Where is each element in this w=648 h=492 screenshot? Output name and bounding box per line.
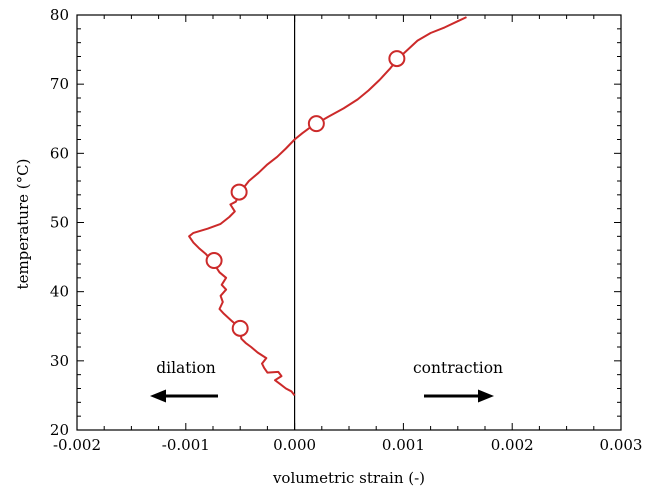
y-tick-label: 20	[50, 421, 69, 439]
y-tick-label: 50	[50, 214, 69, 232]
contraction-label: contraction	[413, 359, 503, 377]
x-tick-label: 0.001	[382, 436, 425, 454]
series-marker	[205, 252, 223, 270]
x-axis-title: volumetric strain (-)	[272, 469, 425, 487]
series-marker	[388, 50, 406, 68]
y-tick-label: 70	[50, 75, 69, 93]
y-tick-label: 60	[50, 144, 69, 162]
dilation-arrow-icon	[150, 389, 218, 403]
x-tick-label: -0.002	[53, 436, 101, 454]
x-tick-label: -0.001	[162, 436, 210, 454]
dilation-label: dilation	[156, 359, 216, 377]
x-tick-label: 0.003	[600, 436, 643, 454]
series-marker	[231, 319, 249, 337]
series-marker	[307, 115, 325, 133]
contraction-arrow-icon	[424, 389, 494, 403]
y-tick-label: 30	[50, 352, 69, 370]
y-tick-label: 40	[50, 283, 69, 301]
y-tick-label: 80	[50, 6, 69, 24]
x-tick-label: 0.002	[491, 436, 534, 454]
plot-area: -0.002 -0.001 0.000 0.001 0.002 0.003 20 30 40 50…	[50, 6, 643, 454]
y-axis-title: temperature (°C)	[14, 159, 32, 290]
x-tick-label: 0.000	[273, 436, 316, 454]
series-marker	[230, 183, 248, 201]
strain-series-line	[188, 16, 467, 397]
